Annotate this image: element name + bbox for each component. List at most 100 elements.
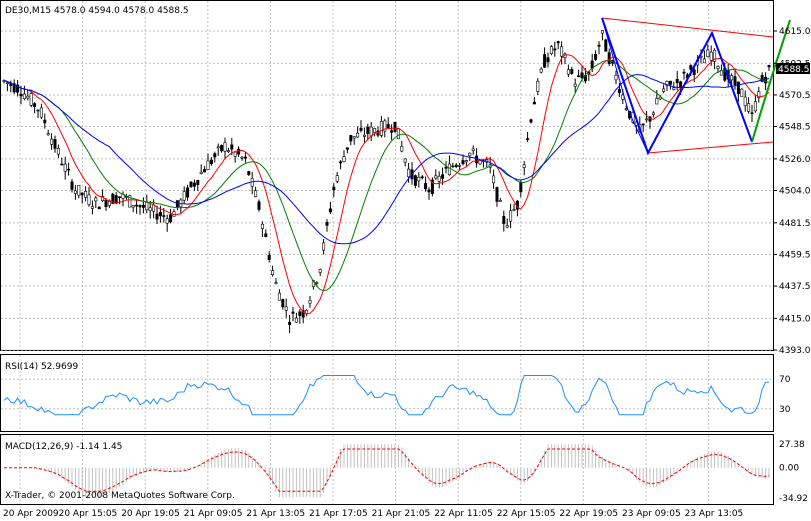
zigzag-pattern [601,17,753,156]
time-label: 22 Apr 11:05 [434,509,493,519]
candle-body [451,165,455,168]
candle-body [560,46,564,57]
candle-body [233,151,237,157]
candle-body [281,299,285,308]
time-label: 20 Apr 2009 [3,509,59,519]
candle-body [407,168,411,178]
moving-averages [3,54,770,315]
candle-body [651,112,655,115]
candle-body [362,134,366,137]
candle-body [604,39,608,52]
rsi-tick-label: 30 [779,405,791,415]
candle-body [743,96,747,106]
projection-arrow [751,19,791,143]
candle-body [298,311,302,316]
candle-body [570,69,574,74]
candle-body [240,156,244,159]
current-price-box [776,63,810,74]
candle-body [36,109,40,112]
candle-body [424,183,428,190]
candle-body [672,87,676,90]
candle-body [383,120,387,132]
candle-body [400,145,404,152]
candle-body [308,300,312,304]
candle-body [226,150,230,152]
candle-body [682,71,686,74]
candle-body [264,233,268,238]
price-panel-frame [0,0,774,351]
candle-body [80,192,84,196]
ma-green-line [3,60,770,292]
candle-body [206,160,210,170]
time-label: 22 Apr 19:05 [559,509,618,519]
candle-body [379,121,383,136]
candle-body [427,189,431,193]
candle-body [454,164,458,167]
candle-body [12,83,16,93]
candle-body [730,75,734,81]
candle-body [50,138,54,145]
copyright-text: X-Trader, © 2001-2008 MetaQuotes Softwar… [5,491,235,501]
candle-body [713,49,717,62]
candle-body [301,310,305,318]
candle-body [291,311,295,314]
candle-body [437,175,441,182]
candle-body [220,144,224,152]
candle-body [546,57,550,63]
tick-labels: 4615.04592.54570.54548.54526.04504.04481… [3,27,811,519]
time-label: 20 Apr 19:05 [121,509,180,519]
candle-body [342,156,346,163]
candle-body [60,163,64,166]
candle-body [692,69,696,75]
candle-body [274,282,278,284]
candle-body [254,190,258,197]
candle-body [118,196,122,198]
candle-body [203,169,207,173]
candle-body [573,83,577,87]
candle-body [322,242,326,251]
candle-body [655,98,659,105]
price-tick-label: 4393.0 [779,346,811,356]
macd-label: MACD(12,26,9) -1.14 1.45 [5,442,122,452]
candle-body [128,195,132,208]
candle-body [662,88,666,92]
candle-body [447,163,451,176]
candles [2,30,771,334]
candle-body [393,121,397,132]
candle-body [597,44,601,47]
candle-body [441,174,445,179]
candle-body [417,177,421,182]
macd-tick-label: 0.00 [779,464,799,474]
candle-body [46,133,50,136]
candle-body [760,75,764,82]
candle-body [33,103,37,107]
price-tick-label: 4504.0 [779,187,811,197]
candle-body [19,93,23,97]
candle-body [373,128,377,133]
candle-body [475,155,479,164]
candle-body [328,208,332,213]
candle-body [230,144,234,150]
candle-body [43,119,47,124]
price-tick-label: 4459.5 [779,250,811,260]
candle-body [247,171,251,176]
candle-body [645,118,649,121]
candle-body [532,101,536,105]
candle-body [549,46,553,54]
candle-body [104,200,108,208]
time-label: 20 Apr 15:05 [59,509,118,519]
candle-body [111,193,115,204]
candle-body [413,175,417,186]
candle-body [757,91,761,99]
ma-red-line [3,54,770,315]
candle-body [192,182,196,187]
candle-body [90,206,94,209]
candle-body [84,191,88,198]
candle-body [169,214,173,223]
candle-body [356,132,360,138]
time-label: 22 Apr 15:05 [497,509,556,519]
candle-body [63,163,67,172]
candle-body [196,179,200,185]
candle-body [747,103,751,112]
candle-body [56,148,60,155]
